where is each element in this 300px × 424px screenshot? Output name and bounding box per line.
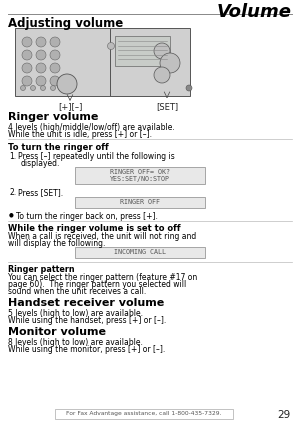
Text: Adjusting volume: Adjusting volume — [8, 17, 123, 30]
Text: Ringer pattern: Ringer pattern — [8, 265, 75, 274]
Text: Handset receiver volume: Handset receiver volume — [8, 298, 164, 308]
Circle shape — [36, 63, 46, 73]
Text: displayed.: displayed. — [21, 159, 60, 168]
Circle shape — [50, 76, 60, 86]
Text: To turn the ringer back on, press [+].: To turn the ringer back on, press [+]. — [16, 212, 158, 221]
Text: To turn the ringer off: To turn the ringer off — [8, 143, 109, 152]
Text: While the ringer volume is set to off: While the ringer volume is set to off — [8, 224, 181, 233]
Text: Monitor volume: Monitor volume — [8, 327, 106, 337]
Bar — [75, 167, 205, 184]
Text: 4 levels (high/middle/low/off) are available.: 4 levels (high/middle/low/off) are avail… — [8, 123, 175, 132]
Text: RINGER OFF= OK?: RINGER OFF= OK? — [110, 169, 170, 175]
Bar — [110, 28, 190, 96]
Circle shape — [22, 50, 32, 60]
Circle shape — [40, 86, 46, 90]
Circle shape — [107, 42, 115, 50]
Bar — [75, 247, 205, 258]
Text: 29: 29 — [278, 410, 291, 420]
Circle shape — [50, 50, 60, 60]
Text: [SET]: [SET] — [156, 102, 178, 111]
Circle shape — [36, 76, 46, 86]
Text: 1.: 1. — [9, 152, 16, 161]
Text: INCOMING CALL: INCOMING CALL — [114, 248, 166, 254]
Text: 5 levels (high to low) are available.: 5 levels (high to low) are available. — [8, 309, 143, 318]
Text: RINGER OFF: RINGER OFF — [120, 198, 160, 204]
Bar — [75, 197, 205, 208]
Circle shape — [36, 50, 46, 60]
Circle shape — [20, 86, 26, 90]
Bar — [15, 28, 110, 96]
Circle shape — [31, 86, 35, 90]
Circle shape — [57, 74, 77, 94]
Text: While the unit is idle, press [+] or [–].: While the unit is idle, press [+] or [–]… — [8, 130, 152, 139]
Text: sound when the unit receives a call.: sound when the unit receives a call. — [8, 287, 146, 296]
Circle shape — [50, 63, 60, 73]
Text: 2.: 2. — [9, 188, 16, 197]
Text: While using the monitor, press [+] or [–].: While using the monitor, press [+] or [–… — [8, 345, 165, 354]
Circle shape — [22, 37, 32, 47]
Bar — [55, 409, 233, 419]
Text: will display the following.: will display the following. — [8, 239, 105, 248]
Circle shape — [160, 53, 180, 73]
Text: ●: ● — [9, 212, 14, 217]
Circle shape — [186, 85, 192, 91]
Text: For Fax Advantage assistance, call 1-800-435-7329.: For Fax Advantage assistance, call 1-800… — [66, 410, 222, 416]
Circle shape — [50, 37, 60, 47]
Circle shape — [154, 43, 170, 59]
Text: You can select the ringer pattern (feature #17 on: You can select the ringer pattern (featu… — [8, 273, 197, 282]
Circle shape — [22, 76, 32, 86]
Circle shape — [22, 63, 32, 73]
Text: [+][–]: [+][–] — [58, 102, 82, 111]
Text: YES:SET/NO:STOP: YES:SET/NO:STOP — [110, 176, 170, 182]
Circle shape — [50, 86, 56, 90]
Text: Press [–] repeatedly until the following is: Press [–] repeatedly until the following… — [18, 152, 175, 161]
Text: 8 levels (high to low) are available.: 8 levels (high to low) are available. — [8, 338, 143, 347]
Text: When a call is received, the unit will not ring and: When a call is received, the unit will n… — [8, 232, 196, 241]
Circle shape — [36, 37, 46, 47]
Text: While using the handset, press [+] or [–].: While using the handset, press [+] or [–… — [8, 316, 166, 325]
Text: Ringer volume: Ringer volume — [8, 112, 98, 122]
Circle shape — [154, 67, 170, 83]
Text: page 60).  The ringer pattern you selected will: page 60). The ringer pattern you selecte… — [8, 280, 186, 289]
Text: Volume: Volume — [217, 3, 292, 21]
Bar — [115, 36, 170, 66]
Text: Press [SET].: Press [SET]. — [18, 188, 63, 197]
